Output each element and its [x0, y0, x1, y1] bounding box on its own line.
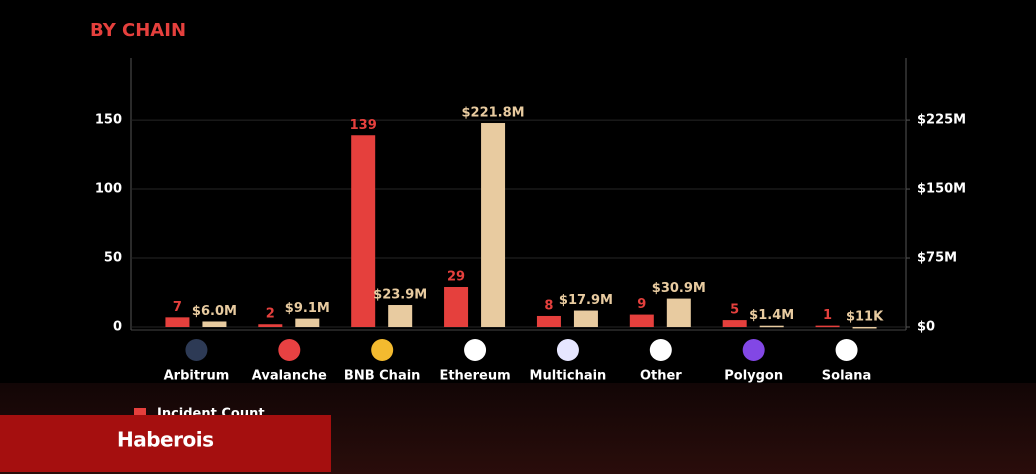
x-tick-label: BNB Chain: [344, 369, 421, 384]
data-label: $17.9M: [559, 293, 613, 308]
data-label: $9.1M: [285, 301, 330, 316]
plot: 0 50 100 150 $0 $75M $150M $225M Arbitrum Avalanc…: [95, 106, 966, 384]
chain-icon: [464, 339, 487, 361]
bar: [815, 325, 840, 328]
bar: [388, 305, 413, 327]
y-tick-label: 50: [104, 251, 122, 266]
x-tick-label: Other: [640, 369, 682, 384]
chain-icon: [835, 339, 858, 361]
x-tick-label: Polygon: [724, 369, 783, 384]
data-label: $6.0M: [192, 304, 237, 319]
data-label: 2: [266, 307, 275, 322]
watermark-banner: [0, 415, 331, 472]
bar: [536, 315, 561, 327]
y2-tick-label: $0: [917, 320, 935, 335]
x-tick-label: Multichain: [530, 369, 607, 384]
chain-icon: [371, 339, 394, 361]
chart-title: BY CHAIN: [90, 20, 186, 41]
y-tick-label: 100: [95, 182, 122, 197]
bar: [202, 321, 227, 327]
bar: [165, 317, 190, 327]
bar: [295, 318, 320, 327]
bar: [444, 286, 469, 327]
y2-tick-label: $75M: [917, 251, 957, 266]
data-label: $11K: [846, 309, 884, 324]
bar: [852, 326, 877, 329]
y2-tick-label: $225M: [917, 113, 966, 128]
chain-icon: [649, 339, 672, 361]
x-tick-label: Ethereum: [439, 369, 510, 384]
y-tick-label: 0: [113, 320, 122, 335]
bar: [481, 123, 506, 327]
data-label: $221.8M: [462, 106, 525, 121]
bar: [722, 320, 747, 327]
chain-icon: [278, 339, 301, 361]
y2-tick-label: $150M: [917, 182, 966, 197]
x-tick-label: Solana: [822, 369, 872, 384]
watermark-text: Haberois: [117, 428, 213, 452]
bar: [351, 135, 376, 327]
x-tick-label: Arbitrum: [164, 369, 230, 384]
data-label: 7: [173, 300, 182, 315]
chain-icon: [742, 339, 765, 361]
data-label: $30.9M: [652, 281, 706, 296]
data-label: $1.4M: [749, 308, 794, 323]
bar: [759, 325, 784, 328]
chain-icon: [556, 339, 579, 361]
data-label: 139: [350, 118, 377, 133]
data-label: 9: [637, 297, 646, 312]
x-tick-label: Avalanche: [252, 369, 327, 384]
data-label: $23.9M: [373, 288, 427, 303]
bar: [629, 314, 654, 327]
data-label: 1: [823, 308, 832, 323]
chain-icon: [185, 339, 208, 361]
data-label: 5: [730, 303, 739, 318]
bar: [573, 310, 598, 327]
data-label: 29: [447, 269, 465, 284]
data-label: 8: [544, 298, 553, 313]
y-tick-label: 150: [95, 113, 122, 128]
bar: [666, 298, 691, 327]
bar: [258, 324, 283, 327]
